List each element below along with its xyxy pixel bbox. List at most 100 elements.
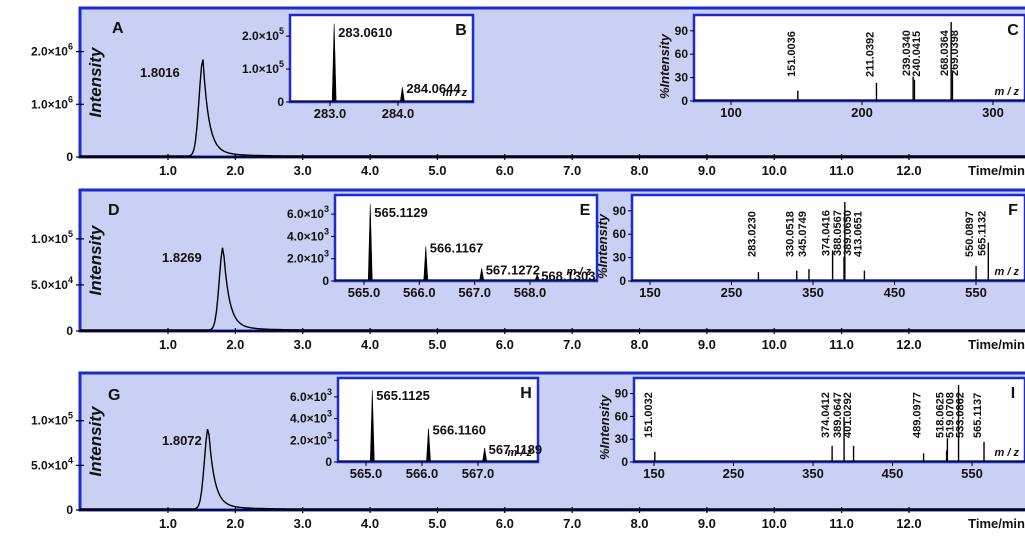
ms-peak-label: 566.1160 xyxy=(432,422,486,437)
ms-y-tick-label: 0 xyxy=(325,455,332,469)
ms-x-axis-title: m / z xyxy=(508,447,533,459)
x-tick-label: 4.0 xyxy=(361,516,379,531)
ms-inset-panel-e: 0 2.0×103 4.0×103 6.0×103 565.0 566.0 567.0 568… xyxy=(287,193,599,300)
ms-x-axis-title: m / z xyxy=(567,266,592,278)
ms-peak-label: 401.0292 xyxy=(842,392,854,438)
ms-peak-label: 388.0567 xyxy=(832,210,844,256)
ms-x-tick-label: 450 xyxy=(882,466,904,481)
x-tick-label: 8.0 xyxy=(630,337,648,352)
ms-peak-label: 567.1272 xyxy=(486,262,540,277)
x-tick-label: 2.0 xyxy=(226,337,244,352)
ms-x-tick-label: 350 xyxy=(802,285,824,300)
ms-inset-frame xyxy=(288,13,475,104)
x-tick-label: 11.0 xyxy=(829,163,854,178)
ms-peak xyxy=(482,447,488,462)
x-tick-label: 5.0 xyxy=(428,163,446,178)
x-tick-label: 10.0 xyxy=(762,337,787,352)
ms-x-tick-label: 566.0 xyxy=(406,466,439,481)
panel-label-f: F xyxy=(1008,202,1018,219)
ms-x-tick-label: 566.0 xyxy=(403,285,436,300)
ms-y-tick-label: 2.0×103 xyxy=(290,430,332,447)
ms-y-axis-title: %Intensity xyxy=(657,33,672,99)
x-tick-label: 5.0 xyxy=(428,337,446,352)
ms-x-axis-title: m / z xyxy=(995,86,1020,98)
ms-y-tick-label: 30 xyxy=(613,251,627,265)
x-tick-label: 10.0 xyxy=(762,516,787,531)
ms-x-tick-label: 100 xyxy=(720,105,742,120)
x-tick-label: 6.0 xyxy=(496,516,514,531)
ms-peak-label: 211.0392 xyxy=(865,32,877,77)
y-axis-title: Intensity xyxy=(86,46,105,117)
x-tick-label: 8.0 xyxy=(630,516,648,531)
x-tick-label: 3.0 xyxy=(294,516,312,531)
x-tick-label: 10.0 xyxy=(762,163,787,178)
ms-x-tick-label: 150 xyxy=(639,285,661,300)
panel-label-b: B xyxy=(455,22,467,39)
ms-peak-label: 518.0625 xyxy=(935,392,947,438)
ms-x-tick-label: 300 xyxy=(982,105,1004,120)
chromatogram-panel-a: A Intensity 0 1.0×106 2.0×106 1.0 2.0 3.0 4.0 5.0… xyxy=(31,6,1025,178)
x-tick-label: 9.0 xyxy=(698,516,716,531)
ms-y-tick-label: 60 xyxy=(615,409,629,423)
x-tick-label: 2.0 xyxy=(226,516,244,531)
ms-peak xyxy=(423,246,429,281)
y-tick-label: 5.0×104 xyxy=(31,275,73,292)
ms-peak-label: 566.1167 xyxy=(430,241,484,256)
ms-peak xyxy=(479,268,485,281)
x-tick-label: 11.0 xyxy=(829,337,854,352)
ms-y-tick-label: 60 xyxy=(613,227,627,241)
ms-peak-label: 489.0977 xyxy=(912,392,924,438)
ms-y-tick-label: 1.0×105 xyxy=(242,59,284,76)
x-tick-label: 11.0 xyxy=(829,516,854,531)
ms-peak-label: 389.0650 xyxy=(842,210,854,256)
ms-x-tick-label: 200 xyxy=(851,105,873,120)
ms-y-tick-label: 0 xyxy=(619,274,626,288)
ms-x-tick-label: 568.0 xyxy=(514,285,547,300)
chromatogram-trace xyxy=(80,429,1025,510)
x-axis-title: Time/min xyxy=(968,163,1025,178)
ms-x-tick-label: 450 xyxy=(884,285,906,300)
y-tick-label: 0 xyxy=(66,150,73,164)
ms-inset-panel-f: 0 30 60 90%Intensity 150 250 350 450 550 283.0230… xyxy=(595,193,1025,300)
ms-inset-frame xyxy=(333,193,599,283)
x-tick-label: 4.0 xyxy=(361,163,379,178)
ms-peak-label: 565.1125 xyxy=(376,388,430,403)
ms-y-tick-label: 90 xyxy=(675,24,689,38)
ms-y-tick-label: 0 xyxy=(277,95,284,109)
ms-peak-label: 565.1137 xyxy=(972,393,984,438)
peak-retention-label: 1.8072 xyxy=(162,433,202,448)
ms-peak-label: 151.0032 xyxy=(643,392,655,438)
y-tick-label: 1.0×105 xyxy=(31,411,73,428)
x-tick-label: 7.0 xyxy=(563,516,581,531)
ms-peak-label: 374.0416 xyxy=(821,210,833,256)
ms-y-axis-title: %Intensity xyxy=(595,213,610,279)
ms-peak-label: 151.0036 xyxy=(786,31,798,77)
x-tick-label: 8.0 xyxy=(630,163,648,178)
ms-y-tick-label: 0 xyxy=(621,455,628,469)
ms-x-axis-title: m / z xyxy=(995,447,1020,459)
x-tick-label: 4.0 xyxy=(361,337,379,352)
ms-x-axis-title: m / z xyxy=(995,266,1020,278)
ms-inset-panel-c: 0 30 60 90%Intensity 100 200 300 151.0036 211.03… xyxy=(657,13,1025,120)
x-tick-label: 1.0 xyxy=(159,163,177,178)
ms-peak-label: 345.0749 xyxy=(797,211,809,257)
ms-peak-label: 568.1303 xyxy=(541,268,595,283)
y-tick-label: 1.0×106 xyxy=(31,94,73,111)
peak-retention-label: 1.8016 xyxy=(140,65,180,80)
peak-retention-label: 1.8269 xyxy=(162,250,202,265)
x-tick-label: 12.0 xyxy=(896,516,921,531)
ms-x-tick-label: 283.0 xyxy=(314,106,347,121)
ms-y-tick-label: 4.0×103 xyxy=(290,409,332,426)
ms-peak-label: 565.1132 xyxy=(976,211,988,256)
panel-label-c: C xyxy=(1007,22,1019,39)
ms-inset-panel-b: 0 1.0×105 2.0×105 283.0 284.0 283.0610 284.064… xyxy=(242,13,475,121)
x-tick-label: 9.0 xyxy=(698,337,716,352)
ms-peak-label: 283.0610 xyxy=(338,25,392,40)
x-tick-label: 6.0 xyxy=(496,163,514,178)
ms-peak xyxy=(534,273,540,281)
ms-peak-label: 268.0364 xyxy=(939,29,951,76)
y-tick-label: 0 xyxy=(66,503,73,517)
x-tick-label: 7.0 xyxy=(563,163,581,178)
